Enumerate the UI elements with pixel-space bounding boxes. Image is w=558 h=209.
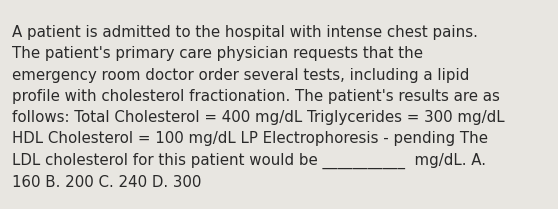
Text: A patient is admitted to the hospital with intense chest pains.
The patient's pr: A patient is admitted to the hospital wi… <box>12 25 505 190</box>
